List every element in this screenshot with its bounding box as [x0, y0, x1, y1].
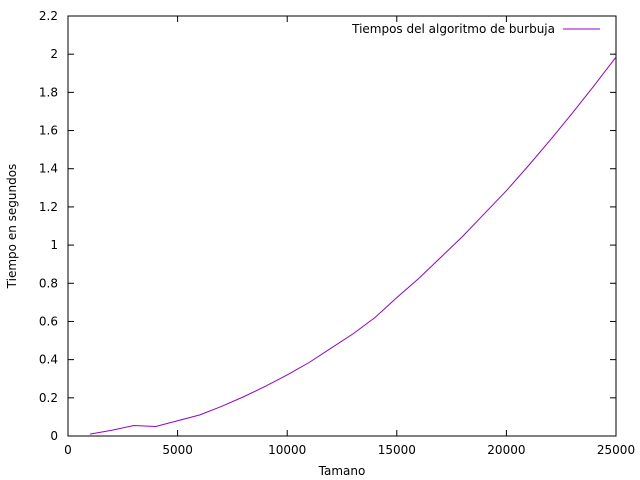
- y-tick-label: 1.6: [39, 124, 58, 138]
- y-axis-label: Tiempo en segundos: [5, 164, 19, 290]
- plot-border: [67, 15, 617, 437]
- y-tick-label: 0.4: [39, 353, 58, 367]
- x-axis-label: Tamano: [318, 464, 366, 478]
- y-tick-label: 2: [50, 47, 58, 61]
- y-tick-label: 0.2: [39, 391, 58, 405]
- y-tick-label: 0.8: [39, 276, 58, 290]
- y-axis-ticks: 0 0.2 0.4 0.6 0.8 1 1.2 1.4 1.6 1.8 2 2.2: [39, 9, 616, 443]
- y-tick-label: 2.2: [39, 9, 58, 23]
- x-tick-label: 15000: [378, 443, 416, 457]
- y-tick-label: 0: [50, 429, 58, 443]
- x-tick-label: 5000: [162, 443, 193, 457]
- x-tick-label: 25000: [597, 443, 635, 457]
- y-tick-label: 1: [50, 238, 58, 252]
- x-axis-ticks: 0 5000 10000 15000 20000 25000: [64, 16, 635, 457]
- x-tick-label: 20000: [487, 443, 525, 457]
- y-tick-label: 0.6: [39, 314, 58, 328]
- series-line: [89, 56, 617, 435]
- x-tick-label: 0: [64, 443, 72, 457]
- legend: Tiempos del algoritmo de burbuja: [351, 22, 600, 36]
- y-tick-label: 1.2: [39, 200, 58, 214]
- x-tick-label: 10000: [268, 443, 306, 457]
- series-layer: [89, 56, 617, 435]
- y-tick-label: 1.4: [39, 162, 58, 176]
- legend-label: Tiempos del algoritmo de burbuja: [351, 22, 555, 36]
- y-tick-label: 1.8: [39, 85, 58, 99]
